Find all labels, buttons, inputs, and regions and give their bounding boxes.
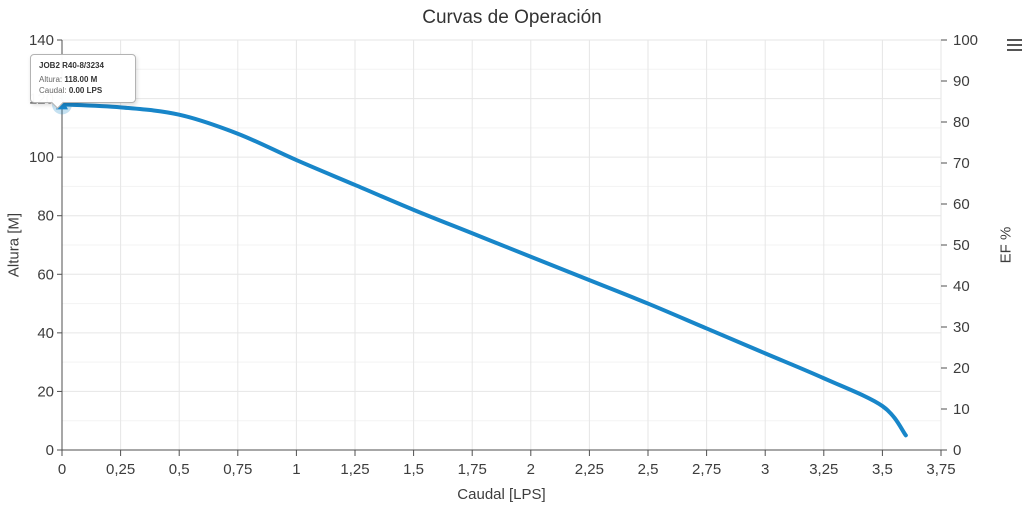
x-tick-label: 1	[292, 461, 300, 478]
tooltip-caudal-label: Caudal:	[39, 86, 67, 96]
x-tick-label: 3	[761, 461, 769, 478]
y-left-tick-label: 0	[46, 442, 54, 459]
tooltip-caudal-row: Caudal: 0.00 LPS	[39, 85, 127, 97]
y-right-tick-label: 60	[953, 196, 970, 213]
tooltip-altura-row: Altura: 118.00 M	[39, 74, 127, 86]
tooltip-caudal-value: 0.00 LPS	[68, 86, 103, 96]
y-axis-right-title: EF %	[997, 226, 1015, 264]
x-tick-label: 3,75	[926, 461, 955, 478]
tooltip-altura-label: Altura:	[39, 74, 63, 84]
tooltip-altura-value: 118.00 M	[64, 74, 98, 84]
y-right-tick-label: 10	[953, 401, 970, 418]
x-tick-label: 0,5	[169, 461, 190, 478]
hamburger-bar	[1007, 43, 1022, 47]
x-tick-label: 1,5	[403, 461, 424, 478]
y-axis-left-title: Altura [M]	[5, 212, 23, 278]
y-right-tick-label: 0	[953, 442, 961, 459]
head-curve[interactable]	[60, 102, 908, 438]
x-tick-label: 0,75	[223, 461, 252, 478]
x-tick-label: 3,5	[872, 461, 893, 478]
x-tick-label: 0	[58, 461, 66, 478]
x-tick-label: 2,75	[692, 461, 721, 478]
x-tick-label: 1,25	[340, 461, 369, 478]
y-right-tick-label: 50	[953, 237, 970, 254]
y-right-tick-label: 30	[953, 319, 970, 336]
y-right-tick-label: 90	[953, 73, 970, 90]
y-right-tick-label: 40	[953, 278, 970, 295]
y-right-tick-label: 20	[953, 360, 970, 377]
hamburger-bar	[1007, 39, 1022, 42]
chart-title: Curvas de Operación	[422, 7, 602, 28]
y-left-tick-label: 80	[37, 208, 54, 225]
x-tick-label: 2,25	[575, 461, 604, 478]
y-left-tick-label: 60	[37, 266, 54, 283]
x-axis-title: Caudal [LPS]	[457, 486, 546, 503]
x-tick-label: 1,75	[458, 461, 487, 478]
tooltip: JOB2 R40-8/3234 Altura: 118.00 M Caudal:…	[30, 54, 136, 109]
y-left-tick-label: 100	[29, 149, 54, 166]
y-left-tick-label: 20	[37, 383, 54, 400]
tooltip-series-name: JOB2 R40-8/3234	[39, 61, 104, 70]
y-right-tick-label: 100	[953, 32, 978, 49]
y-right-tick-label: 80	[953, 114, 970, 131]
x-tick-label: 2,5	[638, 461, 659, 478]
x-tick-label: 0,25	[106, 461, 135, 478]
y-left-tick-label: 140	[29, 32, 54, 49]
hamburger-menu-icon[interactable]	[1007, 39, 1022, 52]
hamburger-bar	[1007, 48, 1022, 52]
x-tick-label: 2	[527, 461, 535, 478]
x-tick-label: 3,25	[809, 461, 838, 478]
y-left-tick-label: 40	[37, 325, 54, 342]
y-right-tick-label: 70	[953, 155, 970, 172]
